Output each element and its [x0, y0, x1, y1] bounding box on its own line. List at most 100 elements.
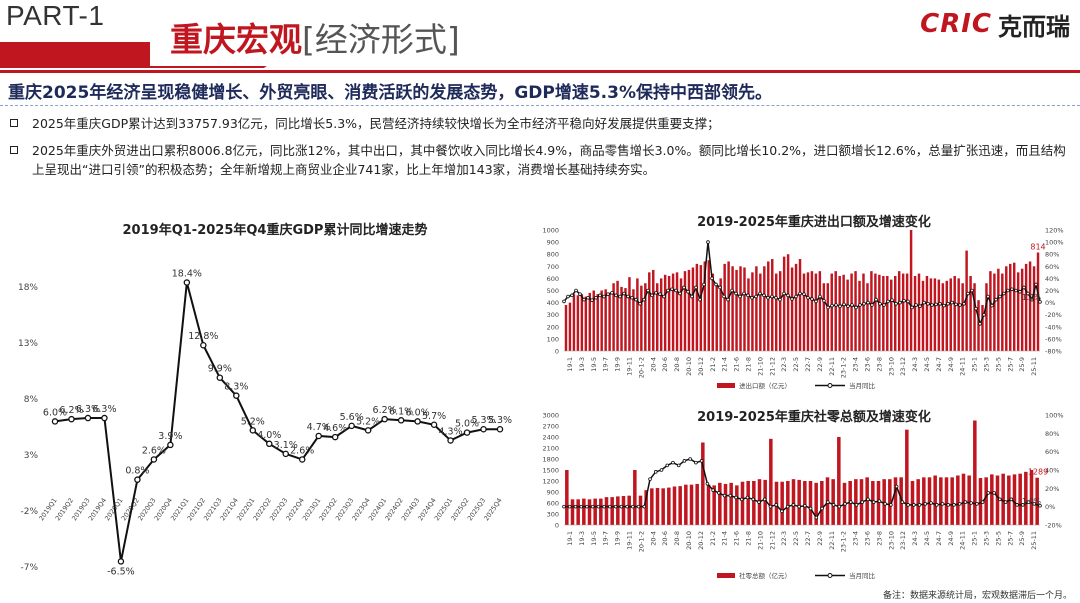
data-point — [746, 293, 750, 298]
bar — [961, 473, 966, 525]
data-point — [846, 304, 850, 309]
bar — [684, 484, 688, 525]
data-point — [670, 287, 674, 292]
bar — [888, 479, 892, 525]
y-tick-label: 100 — [547, 335, 559, 343]
data-point — [579, 504, 584, 509]
last-line-label: 1.2% — [1022, 293, 1041, 302]
y-tick-label: 1800 — [542, 456, 559, 464]
data-point — [606, 292, 610, 296]
bar — [604, 289, 607, 351]
bar — [683, 271, 687, 351]
bar — [1024, 471, 1028, 525]
data-point — [608, 504, 612, 509]
bullet-item: 2025年重庆GDP累计达到33757.93亿元，同比增长5.3%，民营经济持续… — [10, 114, 1070, 133]
data-point — [578, 292, 582, 296]
x-tick-label: 19-7 — [602, 531, 610, 546]
data-point — [602, 294, 606, 299]
data-label: 5.3% — [488, 415, 512, 426]
bar — [993, 273, 996, 351]
data-point — [573, 504, 578, 509]
data-point — [837, 504, 842, 509]
data-point — [562, 504, 566, 509]
bar — [687, 269, 691, 351]
legend-swatch-bar — [717, 383, 735, 388]
data-label: 5.6% — [340, 412, 364, 423]
x-tick-label: 20-12 — [697, 357, 705, 376]
data-point — [918, 304, 922, 309]
data-point — [842, 302, 846, 307]
data-point — [994, 297, 998, 302]
data-point — [1014, 288, 1018, 293]
data-point — [676, 463, 681, 468]
y2-tick-label: -40% — [1045, 323, 1062, 331]
bar — [808, 481, 813, 525]
data-point — [1002, 291, 1006, 296]
data-point — [826, 305, 830, 310]
bar — [667, 487, 671, 525]
y-tick-label: 3% — [24, 451, 39, 461]
bar — [917, 273, 921, 351]
data-label: 3.9% — [158, 431, 182, 442]
data-point — [850, 303, 854, 307]
x-tick-label: 19-7 — [602, 357, 610, 372]
headline-divider — [0, 105, 1080, 106]
x-tick-label: 19-3 — [578, 357, 586, 372]
bar — [850, 273, 853, 351]
data-point — [946, 302, 950, 306]
x-tick-label: 20-8 — [673, 531, 681, 546]
data-point — [414, 418, 421, 425]
data-point — [770, 294, 774, 299]
bar — [1012, 262, 1016, 351]
data-point — [566, 294, 570, 299]
bullet-text: 2025年重庆GDP累计达到33757.93亿元，同比增长5.3%，民营经济持续… — [32, 116, 720, 131]
data-point — [694, 460, 698, 465]
data-point — [658, 292, 662, 296]
x-tick-label: 24-5 — [923, 531, 931, 546]
x-tick-label: 25-9 — [1018, 531, 1026, 546]
logo-text: 克而瑞 — [998, 12, 1070, 41]
data-point — [894, 484, 899, 489]
x-tick-label: 19-11 — [625, 357, 633, 376]
y-tick-label: 8% — [24, 395, 39, 405]
bar — [1016, 272, 1020, 351]
data-point — [1009, 497, 1014, 502]
bar — [973, 420, 977, 525]
data-point — [940, 502, 945, 506]
data-point — [975, 502, 979, 506]
bar — [719, 278, 722, 351]
data-point — [882, 303, 886, 307]
x-tick-label: 20-1-2 — [637, 531, 645, 552]
y-tick-label: 2400 — [542, 434, 559, 442]
data-point — [315, 432, 322, 440]
x-tick-label: 23-8 — [875, 357, 883, 372]
bar — [956, 475, 960, 525]
x-tick-label: 22-9 — [816, 357, 824, 372]
data-point — [898, 300, 902, 305]
data-point — [430, 421, 438, 429]
data-point — [1020, 503, 1025, 507]
bar — [901, 273, 905, 351]
data-point — [782, 291, 786, 296]
data-point — [768, 504, 773, 509]
data-point — [613, 504, 618, 509]
bar — [711, 273, 714, 351]
bar — [921, 280, 925, 351]
x-tick-label: 22-11 — [828, 357, 836, 376]
bar — [862, 273, 865, 351]
x-tick-label: 24-11 — [959, 531, 967, 550]
data-point — [774, 295, 778, 300]
y2-tick-label: 80% — [1045, 251, 1059, 259]
data-point — [596, 504, 601, 509]
bar — [854, 271, 857, 351]
data-point — [710, 276, 714, 281]
y-tick-label: 0 — [555, 348, 559, 356]
bar — [893, 477, 898, 525]
data-point — [216, 374, 224, 381]
y-tick-label: -2% — [20, 507, 38, 517]
data-point — [702, 282, 706, 287]
data-point — [298, 456, 306, 463]
data-point — [910, 305, 914, 310]
bar — [1018, 473, 1022, 525]
data-point — [266, 440, 273, 448]
